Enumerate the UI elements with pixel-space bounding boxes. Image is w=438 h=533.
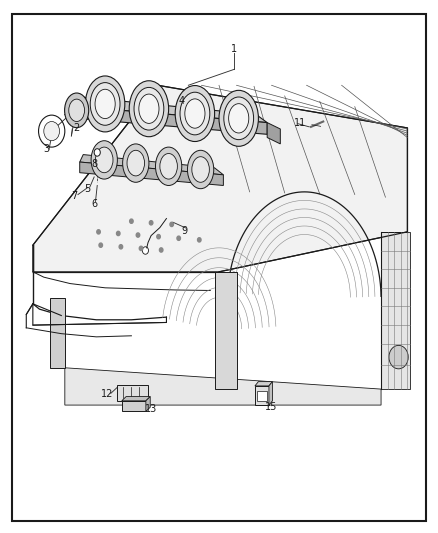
Text: 3: 3 — [43, 144, 49, 154]
Circle shape — [159, 248, 163, 252]
Polygon shape — [122, 397, 150, 401]
Polygon shape — [33, 85, 407, 272]
Circle shape — [389, 345, 408, 369]
Ellipse shape — [91, 141, 117, 179]
Polygon shape — [257, 391, 267, 401]
Text: 11: 11 — [294, 118, 306, 127]
Text: 13: 13 — [145, 404, 157, 414]
Bar — [53, 304, 62, 310]
Text: 6: 6 — [91, 199, 97, 209]
Text: 2: 2 — [74, 123, 80, 133]
Polygon shape — [77, 107, 267, 134]
Polygon shape — [255, 386, 269, 405]
Polygon shape — [80, 162, 223, 185]
Circle shape — [177, 236, 180, 240]
Circle shape — [97, 230, 100, 234]
Polygon shape — [269, 382, 272, 405]
Polygon shape — [267, 123, 280, 144]
Polygon shape — [77, 97, 267, 123]
Circle shape — [44, 122, 60, 141]
Circle shape — [130, 219, 133, 223]
Polygon shape — [122, 401, 146, 411]
Ellipse shape — [127, 150, 145, 176]
Text: 1: 1 — [231, 44, 237, 54]
Text: 9: 9 — [181, 226, 187, 236]
Circle shape — [198, 238, 201, 242]
Ellipse shape — [95, 89, 115, 119]
Polygon shape — [50, 298, 65, 368]
Text: 4: 4 — [179, 96, 185, 106]
Ellipse shape — [219, 90, 258, 146]
Ellipse shape — [155, 147, 182, 185]
Ellipse shape — [175, 85, 215, 142]
Ellipse shape — [187, 150, 214, 189]
Polygon shape — [65, 368, 381, 405]
Ellipse shape — [129, 80, 169, 136]
Ellipse shape — [160, 154, 177, 179]
Polygon shape — [117, 385, 148, 401]
Ellipse shape — [95, 147, 113, 173]
Ellipse shape — [123, 144, 149, 182]
Polygon shape — [215, 272, 237, 389]
Circle shape — [136, 233, 140, 237]
Polygon shape — [146, 397, 150, 411]
Circle shape — [142, 247, 148, 254]
Ellipse shape — [64, 93, 88, 127]
Ellipse shape — [90, 83, 120, 125]
Ellipse shape — [69, 99, 85, 122]
Ellipse shape — [185, 99, 205, 128]
Polygon shape — [80, 155, 223, 175]
Circle shape — [157, 235, 160, 239]
Ellipse shape — [85, 76, 125, 132]
Bar — [53, 326, 62, 331]
Bar — [53, 315, 62, 320]
Text: 12: 12 — [101, 390, 113, 399]
Circle shape — [170, 222, 173, 227]
Ellipse shape — [134, 87, 164, 130]
Ellipse shape — [224, 97, 254, 140]
Bar — [53, 336, 62, 342]
Polygon shape — [381, 232, 410, 389]
Ellipse shape — [229, 103, 249, 133]
Circle shape — [149, 221, 153, 225]
Circle shape — [139, 246, 143, 251]
Ellipse shape — [192, 157, 209, 182]
Circle shape — [99, 243, 102, 247]
Bar — [53, 355, 62, 360]
Text: 8: 8 — [91, 159, 97, 169]
Text: 15: 15 — [265, 402, 278, 412]
Polygon shape — [255, 382, 272, 386]
Text: 7: 7 — [71, 191, 78, 201]
Circle shape — [117, 231, 120, 236]
Text: 5: 5 — [85, 184, 91, 194]
Ellipse shape — [139, 94, 159, 124]
Bar — [53, 347, 62, 352]
Ellipse shape — [180, 92, 210, 135]
Circle shape — [119, 245, 123, 249]
Circle shape — [94, 149, 100, 156]
